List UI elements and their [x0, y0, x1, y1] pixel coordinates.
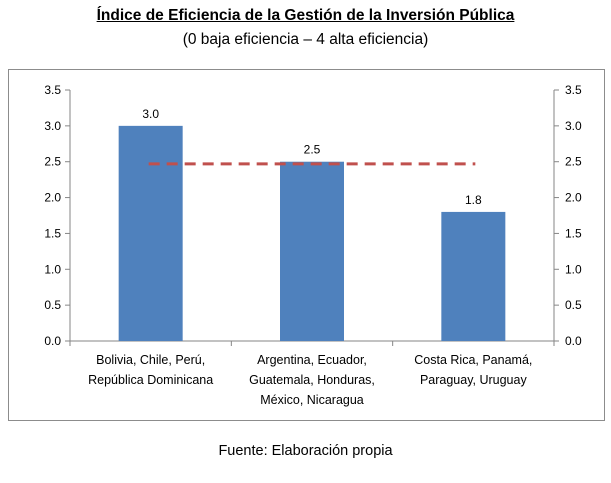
y-tick-label-right: 1.5 — [565, 226, 582, 240]
y-tick-label-left: 1.5 — [44, 226, 61, 240]
y-tick-label-left: 2.0 — [44, 191, 61, 205]
x-category-label: Costa Rica, Panamá, — [414, 353, 532, 367]
x-category-label: Paraguay, Uruguay — [420, 373, 528, 387]
y-tick-label-left: 1.0 — [44, 262, 61, 276]
y-tick-label-right: 0.5 — [565, 298, 582, 312]
y-tick-label-left: 0.0 — [44, 334, 61, 348]
bar — [118, 125, 183, 341]
x-category-label: Guatemala, Honduras, — [249, 373, 375, 387]
x-category-label: Bolivia, Chile, Perú, — [96, 353, 205, 367]
bar — [280, 161, 344, 341]
chart-frame — [8, 69, 605, 421]
chart-title: Índice de Eficiencia de la Gestión de la… — [96, 7, 515, 24]
x-category-label: México, Nicaragua — [260, 393, 364, 407]
bar-data-label: 3.0 — [142, 107, 159, 121]
bar — [441, 211, 506, 341]
y-tick-label-right: 3.5 — [565, 83, 582, 97]
bar-data-label: 2.5 — [304, 143, 321, 157]
x-category-label: República Dominicana — [88, 373, 213, 387]
chart-subtitle: (0 baja eficiencia – 4 alta eficiencia) — [182, 31, 429, 48]
y-tick-label-left: 3.5 — [44, 83, 61, 97]
y-tick-label-left: 2.5 — [44, 155, 61, 169]
x-category-label: Argentina, Ecuador, — [257, 353, 367, 367]
y-tick-label-left: 3.0 — [44, 119, 61, 133]
y-tick-label-right: 1.0 — [565, 262, 582, 276]
y-tick-label-right: 2.5 — [565, 155, 582, 169]
bar-data-label: 1.8 — [465, 193, 482, 207]
chart-source: Fuente: Elaboración propia — [218, 443, 393, 459]
y-tick-label-right: 0.0 — [565, 334, 582, 348]
y-tick-label-left: 0.5 — [44, 298, 61, 312]
y-tick-label-right: 3.0 — [565, 119, 582, 133]
y-tick-label-right: 2.0 — [565, 191, 582, 205]
